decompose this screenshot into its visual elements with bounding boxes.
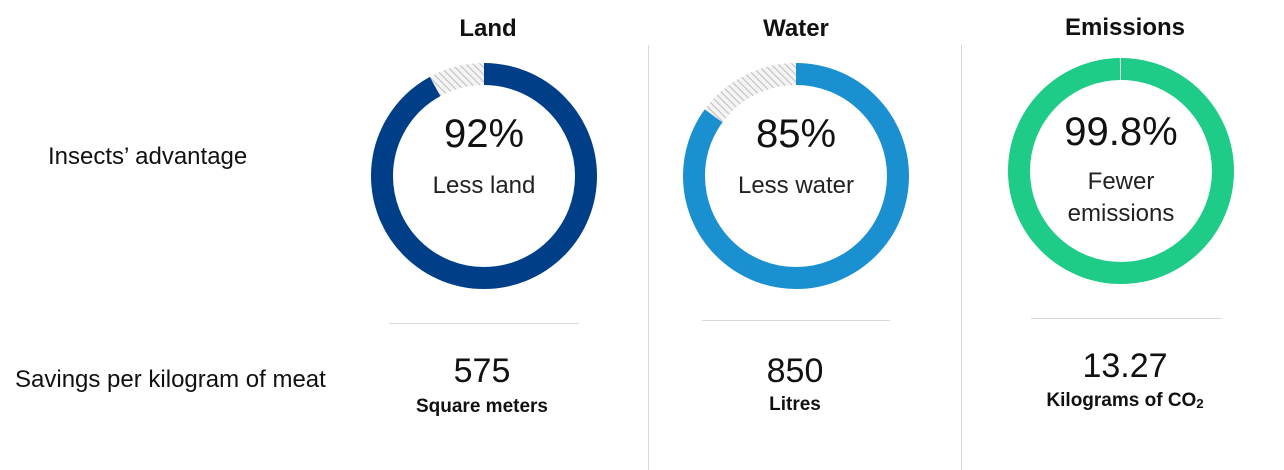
saving-unit-water: Litres (769, 394, 821, 415)
donut-percent-label: 99.8% (1064, 110, 1178, 154)
donut-sublabel: Less water (737, 172, 855, 199)
chart-title-land: Land (459, 15, 517, 42)
column-divider (648, 45, 649, 470)
donut-sublabel: Fewer emissions (1067, 168, 1175, 227)
row-divider (702, 320, 890, 321)
donut-value-arc (1008, 58, 1234, 284)
saving-value-water: 850 (766, 352, 824, 390)
saving-unit-text: Kilograms of CO (1046, 390, 1197, 411)
row-label-advantage: Insects’ advantage (48, 143, 248, 170)
donut-emissions: 99.8% Fewer emissions (1005, 55, 1237, 287)
saving-value-emissions: 13.27 (1082, 347, 1168, 385)
chart-title-water: Water (763, 15, 829, 42)
saving-unit-emissions: Kilograms of CO2 (975, 390, 1275, 412)
donut-chart-water (683, 63, 909, 289)
saving-value-land: 575 (453, 352, 511, 390)
donut-percent-label: 85% (755, 112, 837, 156)
row-label-savings: Savings per kilogram of meat (15, 366, 326, 393)
chart-title-emissions: Emissions (1064, 14, 1186, 41)
donut-value-arc (683, 63, 909, 289)
row-divider (1031, 318, 1222, 319)
row-divider (389, 323, 579, 324)
column-divider (961, 45, 962, 470)
saving-unit-subscript: 2 (1196, 396, 1204, 411)
saving-unit-land: Square meters (415, 396, 548, 417)
donut-land: 92% Less land (368, 60, 600, 292)
donut-water: 85% Less water (680, 60, 912, 292)
donut-chart-emissions (1008, 58, 1234, 284)
donut-percent-label: 92% (443, 112, 525, 156)
donut-sublabel: Less land (432, 172, 536, 199)
donut-value-arc (371, 63, 597, 289)
donut-chart-land (371, 63, 597, 289)
